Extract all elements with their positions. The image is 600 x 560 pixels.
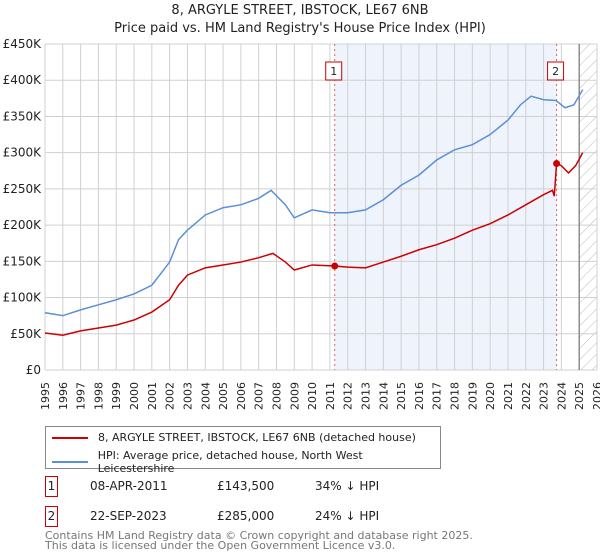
y-tick-label: £200K xyxy=(3,218,43,232)
x-tick-label: 2012 xyxy=(342,382,355,410)
x-tick-label: 2022 xyxy=(520,382,533,410)
series-line xyxy=(44,89,584,317)
legend-swatch-red xyxy=(52,436,88,439)
y-tick-label: £250K xyxy=(3,182,43,196)
sale-price: £285,000 xyxy=(217,509,275,523)
x-tick-label: 2006 xyxy=(235,382,248,410)
x-tick-label: 2023 xyxy=(538,382,551,410)
x-tick-label: 2010 xyxy=(306,382,319,410)
marker-label-box xyxy=(547,61,565,81)
x-tick-label: 2002 xyxy=(164,382,177,410)
chart-subtitle: Price paid vs. HM Land Registry's House … xyxy=(114,21,486,36)
chart-title: 8, ARGYLE STREET, IBSTOCK, LE67 6NB xyxy=(171,3,429,18)
marker-label: 1 xyxy=(330,65,337,78)
sale-point xyxy=(553,160,561,168)
price-chart: 1995 1996 1997 1998 1999 2000 2001 2002 2003 2004… xyxy=(3,37,600,410)
x-tick-label: 2001 xyxy=(146,382,159,410)
sale-date: 22-SEP-2023 xyxy=(90,509,167,523)
marker-badge: 1 xyxy=(45,476,58,497)
x-tick-label: 2015 xyxy=(395,382,408,410)
sale-date: 08-APR-2011 xyxy=(90,479,168,493)
x-tick-label: 2018 xyxy=(449,382,462,410)
x-tick-label: 1999 xyxy=(110,382,123,410)
x-tick-label: 2013 xyxy=(360,382,373,410)
legend-label: 8, ARGYLE STREET, IBSTOCK, LE67 6NB (det… xyxy=(98,431,416,444)
x-tick-label: 2017 xyxy=(431,382,444,410)
x-tick-label: 2014 xyxy=(377,382,390,410)
x-tick-label: 2004 xyxy=(199,382,212,410)
x-tick-label: 2011 xyxy=(324,382,337,410)
footer-copyright: Contains HM Land Registry data © Crown c… xyxy=(45,529,473,542)
marker-label-box xyxy=(325,61,343,81)
y-tick-label: £350K xyxy=(3,109,43,123)
legend-item-property: 8, ARGYLE STREET, IBSTOCK, LE67 6NB (det… xyxy=(52,431,416,444)
y-tick-label: £300K xyxy=(3,146,43,160)
series-line xyxy=(44,152,584,336)
y-tick-label: £100K xyxy=(3,291,43,305)
x-tick-label: 2020 xyxy=(484,382,497,410)
y-tick-label: £50K xyxy=(10,327,42,341)
x-tick-label: 1995 xyxy=(39,382,52,410)
hpi-diff: 34% ↓ HPI xyxy=(315,479,380,493)
legend-label: HPI: Average price, detached house, Nort… xyxy=(97,449,363,475)
x-tick-label: 2025 xyxy=(573,382,586,410)
hpi-diff: 24% ↓ HPI xyxy=(315,509,380,523)
x-tick-label: 1996 xyxy=(57,382,70,410)
x-tick-label: 2007 xyxy=(253,382,266,410)
legend-swatch-blue xyxy=(52,461,88,463)
x-tick-label: 2003 xyxy=(181,382,194,410)
x-tick-label: 1997 xyxy=(75,382,88,410)
y-tick-label: £150K xyxy=(3,254,43,268)
y-tick-label: £450K xyxy=(3,37,43,51)
x-tick-label: 2026 xyxy=(591,382,600,410)
x-tick-label: 2008 xyxy=(270,382,283,410)
x-tick-label: 2000 xyxy=(128,382,141,410)
forecast-hatch xyxy=(579,44,597,370)
marker-badge: 2 xyxy=(45,506,58,527)
y-tick-label: £0 xyxy=(26,363,41,377)
x-tick-label: 2016 xyxy=(413,382,426,410)
legend: 8, ARGYLE STREET, IBSTOCK, LE67 6NB (det… xyxy=(45,426,441,475)
legend-item-hpi: HPI: Average price, detached house, Nort… xyxy=(52,449,440,475)
x-tick-label: 2024 xyxy=(555,382,568,410)
x-tick-label: 2019 xyxy=(466,382,479,410)
table-row: 1 08-APR-2011 £143,500 34% ↓ HPI xyxy=(45,476,445,497)
sale-point xyxy=(331,262,339,270)
x-tick-label: 2021 xyxy=(502,382,515,410)
table-row: 2 22-SEP-2023 £285,000 24% ↓ HPI xyxy=(45,506,445,527)
footer-licence: This data is licensed under the Open Gov… xyxy=(45,539,396,552)
sale-price: £143,500 xyxy=(217,479,275,493)
marker-label: 2 xyxy=(552,65,559,78)
x-tick-label: 2005 xyxy=(217,382,230,410)
x-tick-label: 2009 xyxy=(288,382,301,410)
y-tick-label: £400K xyxy=(3,73,43,87)
x-tick-label: 1998 xyxy=(92,382,105,410)
